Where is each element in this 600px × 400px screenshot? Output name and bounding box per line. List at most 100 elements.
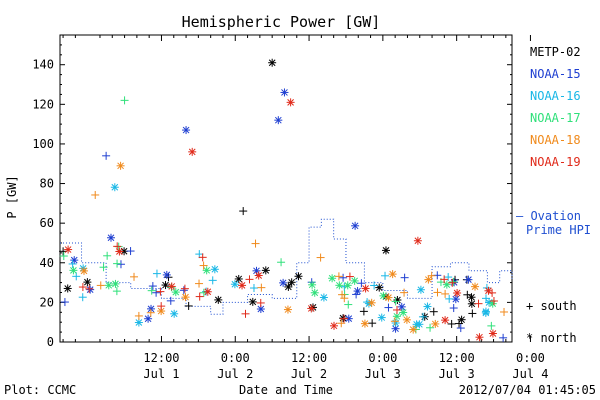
north-marker [254,271,263,280]
north-marker [467,299,476,308]
south-marker [334,272,343,281]
x-tick-label-day: Jul 3 [365,367,401,381]
south-marker [146,308,155,317]
marker-stroke [398,303,406,311]
north-marker [343,281,352,290]
marker-stroke [107,234,115,242]
marker-stroke [203,266,211,274]
south-marker [157,302,166,311]
north-marker [134,318,143,327]
x-tick-label-day: Jul 2 [291,367,327,381]
north-marker [350,276,359,285]
marker-stroke [368,299,376,307]
marker-stroke [351,222,359,230]
north-marker [202,266,211,275]
north-marker [381,246,390,255]
north-marker [319,293,328,302]
marker-stroke [344,281,352,289]
marker-stroke [111,183,119,191]
south-marker [130,272,139,281]
marker-stroke [307,305,315,312]
north-marker [111,279,120,288]
marker-stroke [231,280,239,288]
south-marker [195,292,204,301]
north-marker [115,247,124,256]
north-marker [170,309,179,318]
legend-ovation-line2: Prime HPI [526,223,591,237]
marker-stroke [262,267,270,274]
south-marker [340,294,349,303]
x-tick-label-day: Jul 3 [439,367,475,381]
marker-stroke [64,246,72,253]
north-marker [182,126,191,135]
south-marker [456,324,465,333]
south-marker [340,282,349,291]
marker-stroke [64,285,72,292]
north-marker [248,297,257,306]
marker-stroke [485,287,492,295]
south-marker [390,317,399,326]
north-marker [64,245,73,254]
footer-plot-credit: Plot: CCMC [4,383,76,397]
north-marker [431,319,440,328]
x-tick-label-time: 12:00 [439,351,475,365]
north-marker [388,270,397,279]
marker-stroke [105,281,113,289]
marker-stroke [80,267,88,275]
legend-north-marker: * north [526,331,577,345]
marker-stroke [351,277,359,285]
north-marker [413,236,422,245]
south-marker [277,258,286,267]
north-marker [384,293,393,302]
south-marker [468,309,477,318]
south-marker [448,278,457,287]
south-marker [72,272,81,281]
north-marker [360,319,369,328]
south-marker [391,297,400,306]
marker-stroke [476,333,483,341]
north-marker [274,116,283,125]
north-marker [367,298,376,307]
marker-stroke [135,319,143,326]
north-marker [161,281,170,290]
south-marker [449,304,458,313]
marker-stroke [375,284,383,291]
south-marker [489,296,498,305]
marker-stroke [489,330,497,337]
marker-stroke [328,274,336,282]
south-marker [441,289,450,298]
y-tick-label: 100 [32,137,54,151]
north-marker [424,275,433,284]
marker-stroke [409,326,417,333]
marker-stroke [162,281,169,289]
marker-stroke [204,288,212,296]
north-marker [106,233,115,242]
marker-stroke [308,281,316,289]
north-marker [294,272,303,281]
marker-stroke [468,293,475,301]
y-tick-label: 0 [47,335,54,349]
x-tick-label-time: 12:00 [143,351,179,365]
legend-item-noaa-16: NOAA-16 [530,89,581,103]
north-marker [310,288,319,297]
south-marker [447,319,456,328]
south-marker [113,259,122,268]
south-marker [239,207,248,216]
north-marker [181,293,190,302]
marker-stroke [453,289,461,297]
north-marker [80,266,89,275]
south-marker [393,305,402,314]
marker-stroke [235,275,243,283]
south-marker [78,283,87,292]
y-axis-label: P [GW] [5,175,19,218]
marker-stroke [416,320,423,328]
marker-stroke [361,320,369,327]
south-marker [400,273,409,282]
north-marker [457,315,466,324]
north-marker [375,283,384,292]
north-marker [409,325,418,334]
south-marker [156,287,165,296]
south-marker [368,319,377,328]
north-marker [279,278,288,287]
north-marker [361,284,370,293]
